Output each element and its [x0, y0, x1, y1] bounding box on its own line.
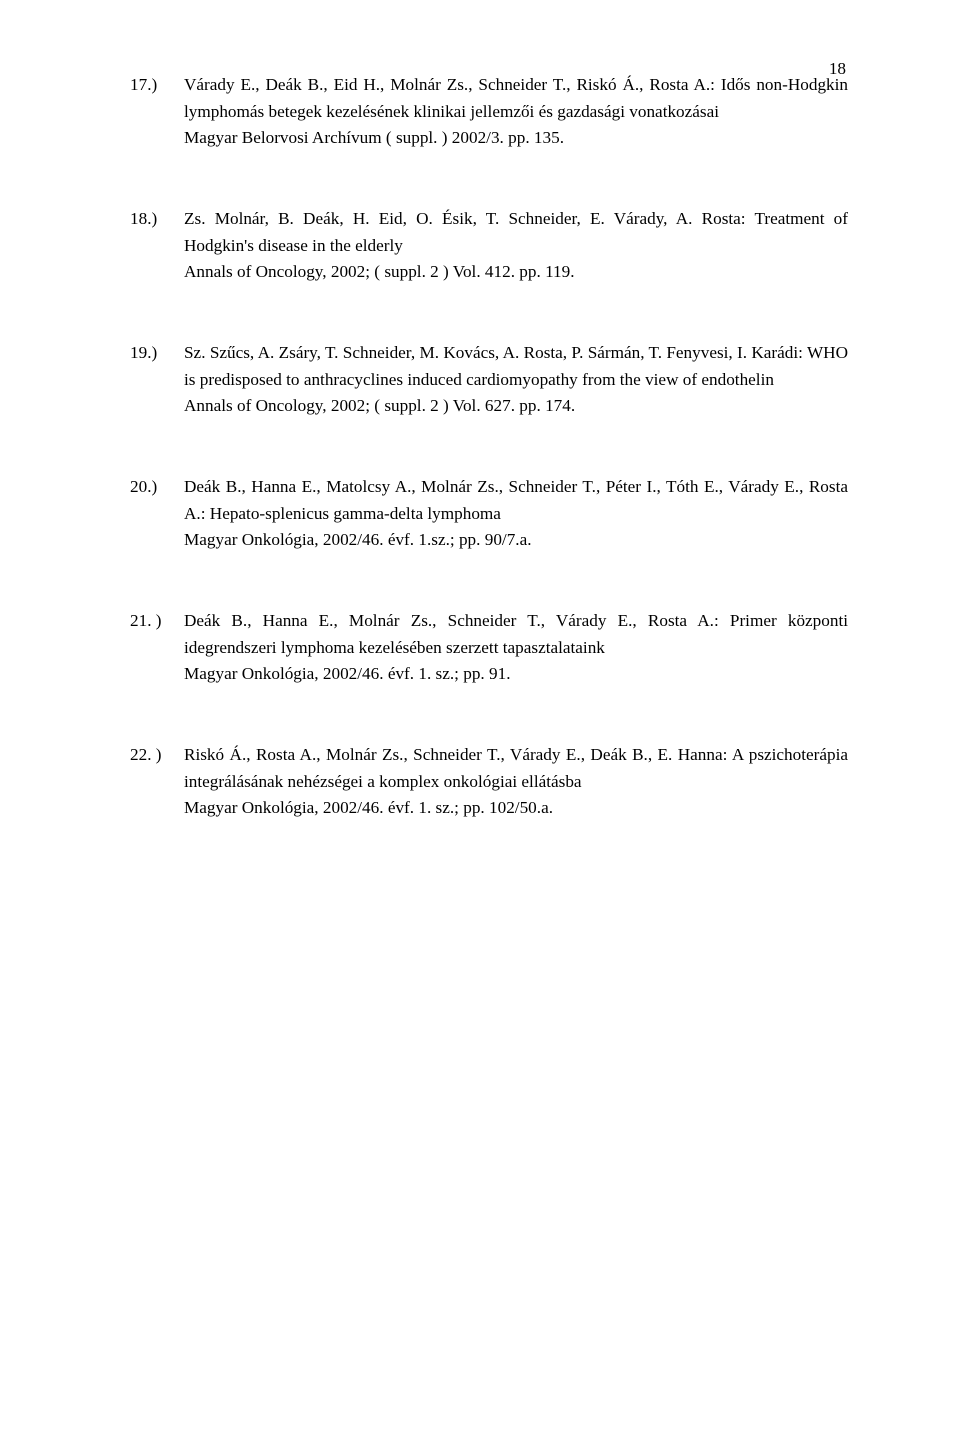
entry-body: Riskó Á., Rosta A., Molnár Zs., Schneide… — [184, 742, 848, 822]
reference-entry: 21. ) Deák B., Hanna E., Molnár Zs., Sch… — [130, 608, 848, 688]
entry-line: Magyar Onkológia, 2002/46. évf. 1.sz.; p… — [184, 527, 848, 554]
reference-entry: 20.) Deák B., Hanna E., Matolcsy A., Mol… — [130, 474, 848, 554]
entry-number: 21. ) — [130, 608, 184, 688]
reference-entry: 18.) Zs. Molnár, B. Deák, H. Eid, O. Ési… — [130, 206, 848, 286]
document-page: 18 17.) Várady E., Deák B., Eid H., Moln… — [0, 0, 960, 1450]
entry-line: Zs. Molnár, B. Deák, H. Eid, O. Ésik, T.… — [184, 206, 848, 259]
entry-body: Várady E., Deák B., Eid H., Molnár Zs., … — [184, 72, 848, 152]
entry-number: 18.) — [130, 206, 184, 286]
entry-number: 19.) — [130, 340, 184, 420]
entry-line: Annals of Oncology, 2002; ( suppl. 2 ) V… — [184, 259, 848, 286]
entry-line: Magyar Belorvosi Archívum ( suppl. ) 200… — [184, 125, 848, 152]
entry-line: Sz. Szűcs, A. Zsáry, T. Schneider, M. Ko… — [184, 340, 848, 393]
reference-entry: 22. ) Riskó Á., Rosta A., Molnár Zs., Sc… — [130, 742, 848, 822]
entry-number: 17.) — [130, 72, 184, 152]
entry-number: 20.) — [130, 474, 184, 554]
entry-line: Annals of Oncology, 2002; ( suppl. 2 ) V… — [184, 393, 848, 420]
entry-line: Magyar Onkológia, 2002/46. évf. 1. sz.; … — [184, 661, 848, 688]
entry-line: Riskó Á., Rosta A., Molnár Zs., Schneide… — [184, 742, 848, 795]
entry-line: Várady E., Deák B., Eid H., Molnár Zs., … — [184, 72, 848, 125]
entry-body: Deák B., Hanna E., Matolcsy A., Molnár Z… — [184, 474, 848, 554]
reference-entry: 19.) Sz. Szűcs, A. Zsáry, T. Schneider, … — [130, 340, 848, 420]
entry-number: 22. ) — [130, 742, 184, 822]
entry-line: Magyar Onkológia, 2002/46. évf. 1. sz.; … — [184, 795, 848, 822]
entry-body: Sz. Szűcs, A. Zsáry, T. Schneider, M. Ko… — [184, 340, 848, 420]
entry-body: Deák B., Hanna E., Molnár Zs., Schneider… — [184, 608, 848, 688]
entry-line: Deák B., Hanna E., Molnár Zs., Schneider… — [184, 608, 848, 661]
entry-body: Zs. Molnár, B. Deák, H. Eid, O. Ésik, T.… — [184, 206, 848, 286]
entry-line: Deák B., Hanna E., Matolcsy A., Molnár Z… — [184, 474, 848, 527]
reference-entry: 17.) Várady E., Deák B., Eid H., Molnár … — [130, 72, 848, 152]
page-number: 18 — [829, 56, 846, 83]
